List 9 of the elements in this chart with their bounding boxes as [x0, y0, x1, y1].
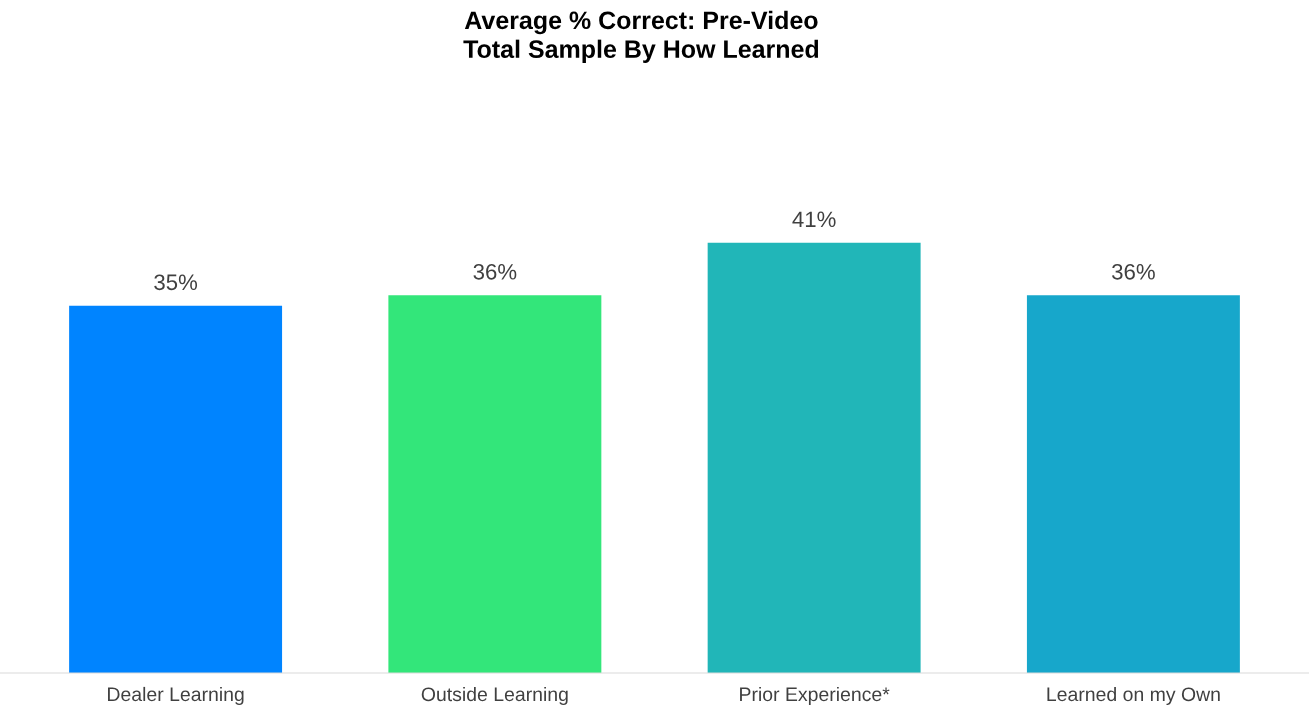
x-tick-label: Learned on my Own — [1047, 686, 1220, 706]
x-tick-label: Outside Learning — [421, 686, 568, 706]
data-label: 36% — [1112, 263, 1155, 280]
x-tick-label: Dealer Learning — [108, 686, 244, 706]
chart-title: Average % Correct: Pre-Video Total Sample By How Learned — [463, 10, 819, 63]
data-label: 41% — [792, 211, 836, 228]
data-label: 35% — [154, 274, 198, 291]
x-tick-label: Prior Experience* — [740, 686, 890, 706]
data-label: 36% — [473, 263, 517, 280]
